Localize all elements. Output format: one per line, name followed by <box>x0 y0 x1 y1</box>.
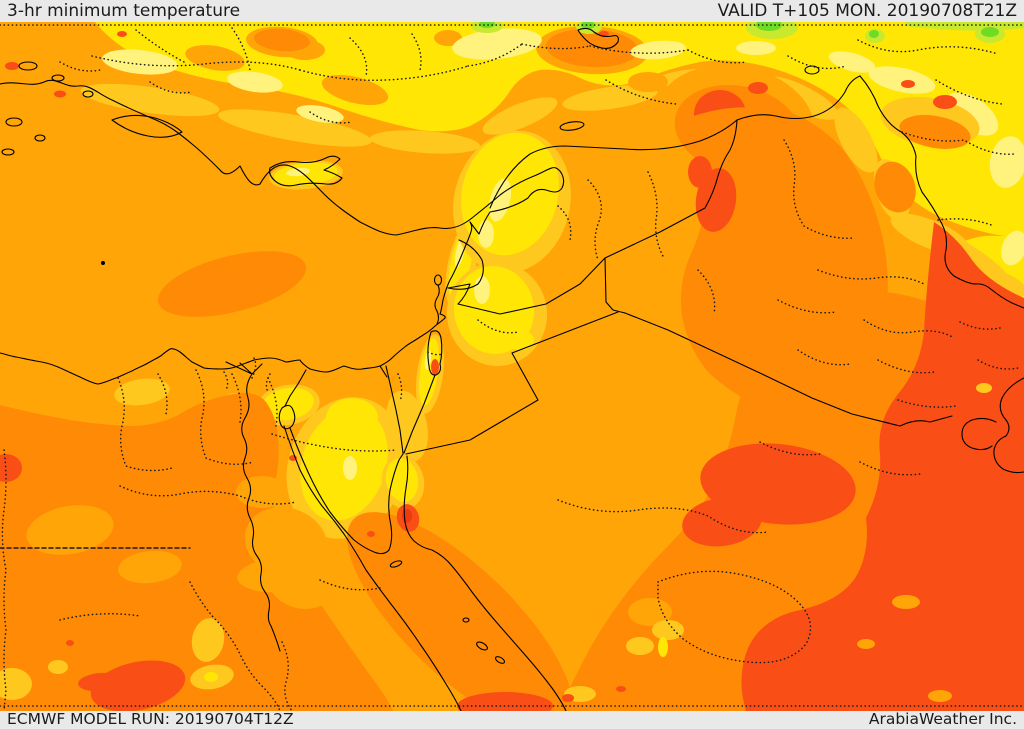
border-egypt-israel <box>385 365 404 454</box>
dead-sea <box>427 330 443 376</box>
turkey-lakes <box>577 27 619 49</box>
temperature-bands <box>0 22 1024 711</box>
border-iran-iraq <box>859 75 1024 309</box>
brand-label: ArabiaWeather Inc. <box>868 710 1017 728</box>
border-kuwait <box>961 417 997 451</box>
island <box>34 134 46 142</box>
coastlines-and-borders <box>0 27 1024 711</box>
valid-time-label: VALID T+105 MON. 20190708T21Z <box>717 1 1017 21</box>
red-sea-island <box>476 641 488 651</box>
island <box>82 90 94 98</box>
lake <box>559 121 585 131</box>
jordan-river <box>434 284 440 325</box>
admin-borders <box>0 24 1024 711</box>
border-turkey-syria <box>489 119 738 209</box>
footer-bar: ECMWF MODEL RUN: 20190704T12Z ArabiaWeat… <box>0 711 1024 729</box>
header-bar: 3-hr minimum temperature VALID T+105 MON… <box>0 0 1024 22</box>
island <box>18 61 38 71</box>
red-sea-island <box>389 560 403 568</box>
island-cyprus <box>268 155 343 187</box>
nile-delta-branches <box>225 361 263 375</box>
city-marker-dot <box>101 261 105 265</box>
border-syria-iraq <box>604 119 738 259</box>
border-turkey-iraq <box>736 75 861 121</box>
border-israel-jordan-arava <box>403 374 436 454</box>
island-rhodes <box>111 114 183 138</box>
border-jordan-saudi <box>405 311 619 455</box>
mediterranean-coastline <box>0 79 565 385</box>
gulf-of-suez-west-coast <box>283 425 462 711</box>
island <box>5 117 23 127</box>
persian-gulf-coast <box>993 377 1024 474</box>
border-iraq-saudi <box>624 312 953 427</box>
red-sea-island <box>462 617 470 623</box>
weather-map <box>0 22 1024 711</box>
border-jordan-iraq <box>604 257 626 314</box>
border-jordan-syria <box>457 257 606 315</box>
border-israel-lebanon-golan <box>447 283 471 305</box>
lake <box>804 65 820 75</box>
nile-river <box>241 373 281 652</box>
red-sea-island <box>494 656 506 664</box>
model-run-label: ECMWF MODEL RUN: 20190704T12Z <box>7 710 294 728</box>
border-lebanon <box>447 239 484 290</box>
suez-canal <box>284 369 307 407</box>
gaza-strip <box>379 365 388 378</box>
island <box>1 148 15 156</box>
map-container <box>0 22 1024 711</box>
map-title: 3-hr minimum temperature <box>7 1 241 21</box>
gulf-of-aqaba-saudi-coast <box>403 455 567 711</box>
bitter-lakes <box>278 404 296 430</box>
sinai-coast <box>289 427 404 555</box>
island <box>51 74 65 82</box>
